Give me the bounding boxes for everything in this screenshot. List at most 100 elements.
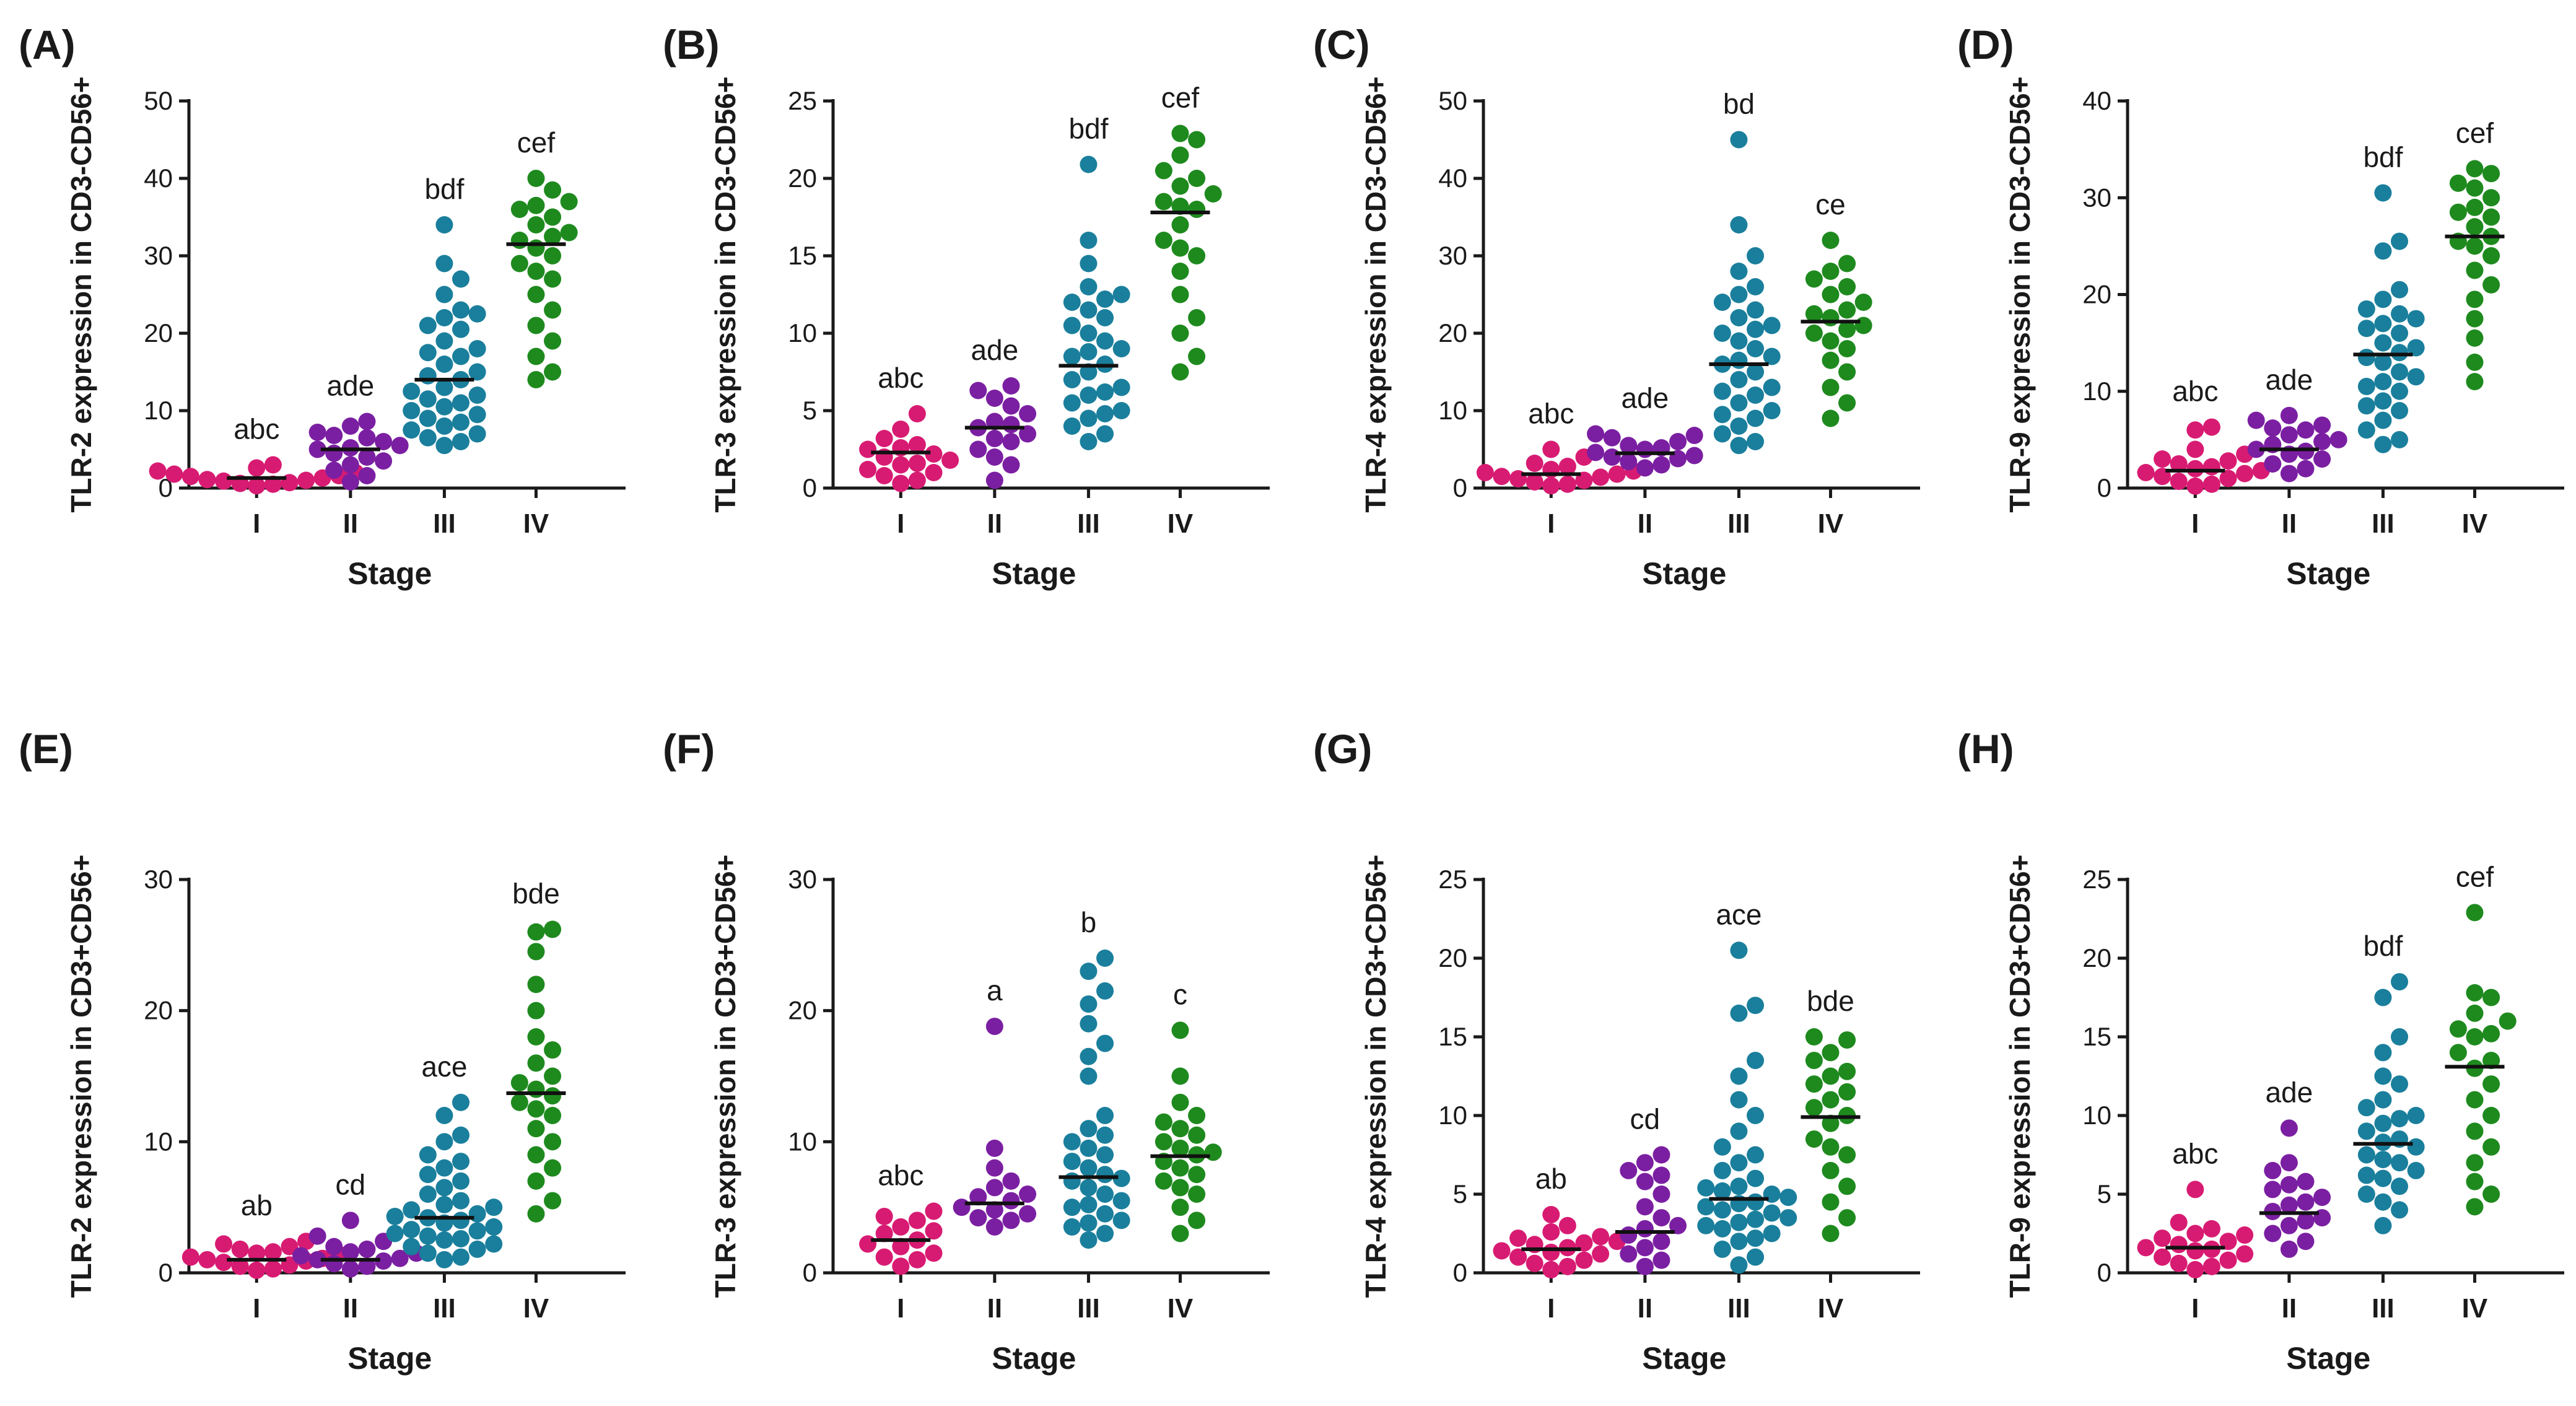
data-point-stage-ii (2247, 440, 2265, 458)
data-point-stage-iv (1805, 1052, 1823, 1070)
data-point-stage-i (892, 1257, 910, 1275)
x-tick-label: I (253, 509, 260, 539)
data-point-stage-ii (341, 456, 359, 474)
data-point-stage-iii (2357, 1122, 2375, 1140)
data-point-stage-iii (1063, 294, 1081, 311)
x-tick-label: III (1077, 509, 1100, 539)
data-point-stage-iv (2466, 1122, 2484, 1140)
data-point-stage-iv (2466, 1172, 2484, 1190)
data-point-stage-iii (419, 1185, 437, 1203)
significance-letters: bdf (2363, 141, 2403, 173)
data-point-stage-iii (1730, 941, 1748, 959)
data-point-stage-i (231, 1257, 249, 1275)
data-point-stage-i (248, 1244, 266, 1262)
data-point-stage-i (892, 474, 910, 492)
data-point-stage-iii (435, 1251, 453, 1268)
data-point-stage-iv (527, 170, 545, 187)
data-point-stage-iv (2449, 1020, 2467, 1038)
data-point-stage-i (1575, 1234, 1593, 1252)
data-point-stage-iv (544, 301, 562, 319)
data-point-stage-iii (2374, 242, 2392, 260)
data-point-stage-ii (1620, 1226, 1638, 1244)
data-point-stage-i (2170, 455, 2188, 473)
data-point-stage-iii (2391, 1201, 2409, 1219)
data-point-stage-iii (1096, 1185, 1114, 1203)
panel-b: (B) 0 5 10 15 20 25 TLR-3 expression in CD3-CD5… (663, 22, 1270, 591)
data-point-stage-iii (1763, 378, 1781, 396)
data-point-stage-iv (2482, 247, 2500, 264)
data-point-stage-iii (485, 1199, 503, 1216)
data-point-stage-iv (1838, 278, 1856, 295)
data-point-stage-iii (2407, 1138, 2425, 1156)
data-point-stage-iv (1822, 378, 1840, 396)
data-point-stage-i (215, 1254, 233, 1272)
data-point-stage-iv (2466, 261, 2484, 279)
data-point-stage-iii (2374, 1067, 2392, 1085)
data-point-stage-i (892, 1238, 910, 1255)
data-point-stage-i (198, 471, 216, 489)
data-point-stage-i (1542, 1260, 1560, 1278)
x-axis-title: Stage (2286, 1341, 2370, 1376)
data-point-stage-iii (452, 270, 470, 288)
data-point-stage-iii (419, 344, 437, 362)
data-point-stage-ii (2264, 455, 2282, 473)
data-point-stage-ii (358, 1257, 376, 1275)
data-point-stage-iii (1747, 1146, 1765, 1164)
data-point-stage-iii (1747, 301, 1765, 319)
data-point-stage-iv (1171, 124, 1189, 142)
significance-letters: abc (2172, 375, 2218, 408)
data-point-stage-ii (1620, 453, 1638, 471)
data-point-stage-ii (1002, 377, 1020, 395)
x-axis-title: Stage (347, 556, 432, 591)
data-point-stage-i (1493, 468, 1511, 486)
y-axis-title: TLR-9 expression in CD3-CD56+ (2004, 76, 2036, 512)
data-point-stage-iv (1822, 286, 1840, 303)
data-point-stage-iii (2374, 1216, 2392, 1234)
data-point-stage-iv (1171, 363, 1189, 381)
data-point-stage-i (1542, 1243, 1560, 1261)
data-point-stage-iii (2391, 1154, 2409, 1172)
data-point-stage-ii (2297, 460, 2315, 478)
data-point-stage-iii (1096, 332, 1114, 350)
data-point-stage-iii (1730, 1067, 1748, 1085)
data-point-stage-iii (1747, 1229, 1765, 1247)
y-tick-label: 40 (144, 164, 173, 193)
data-point-stage-iv (2482, 989, 2500, 1006)
panel-e: (E) 0 10 20 30 TLR-2 expression in CD3+CD56+ S… (19, 726, 626, 1376)
data-point-stage-i (925, 445, 943, 463)
data-point-stage-iv (2482, 1138, 2500, 1156)
data-point-stage-iv (2466, 290, 2484, 308)
data-point-stage-ii (2297, 1193, 2315, 1211)
x-tick-label: II (1638, 1293, 1653, 1324)
data-point-stage-i (908, 436, 926, 453)
data-point-stage-ii (1002, 416, 1020, 434)
data-point-stage-iii (2374, 392, 2392, 410)
data-point-stage-iii (2391, 232, 2409, 250)
data-point-stage-iii (1763, 402, 1781, 419)
data-point-stage-iv (2466, 310, 2484, 328)
data-point-stage-iii (2391, 430, 2409, 448)
data-point-stage-iii (2407, 368, 2425, 386)
data-point-stage-iv (1822, 409, 1840, 427)
y-tick-label: 20 (144, 318, 173, 347)
data-point-stage-i (2186, 1181, 2204, 1199)
data-point-stage-iv (527, 943, 545, 961)
data-point-stage-iv (1838, 320, 1856, 338)
data-point-stage-i (2170, 1254, 2188, 1272)
data-point-stage-iv (544, 1041, 562, 1059)
significance-letters: ce (1815, 188, 1846, 221)
data-point-stage-iv (1805, 1028, 1823, 1046)
data-point-stage-iii (1080, 409, 1098, 427)
data-point-stage-ii (1669, 433, 1687, 450)
data-point-stage-iii (435, 286, 453, 303)
data-point-stage-iii (2357, 1099, 2375, 1117)
data-point-stage-i (925, 1202, 943, 1220)
data-point-stage-iv (527, 371, 545, 388)
data-point-stage-iv (2466, 1091, 2484, 1109)
data-point-stage-i (908, 455, 926, 472)
data-point-stage-iv (1188, 201, 1206, 218)
data-point-stage-iii (1713, 1182, 1731, 1200)
data-point-stage-iv (1822, 1161, 1840, 1179)
data-point-stage-iii (1063, 347, 1081, 365)
x-tick-label: I (2191, 1293, 2199, 1324)
